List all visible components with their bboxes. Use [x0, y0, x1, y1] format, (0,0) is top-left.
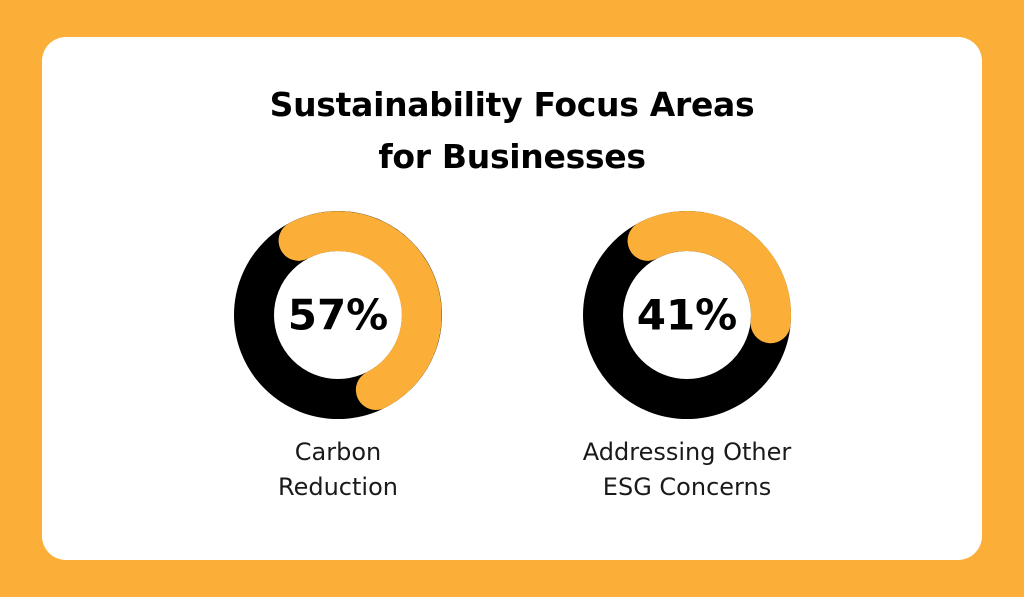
- chart-title: Sustainability Focus Areas for Businesse…: [42, 79, 982, 183]
- caption-carbon-reduction: Carbon Reduction: [188, 435, 488, 505]
- caption-line-2: Reduction: [278, 473, 398, 501]
- donut-chart-carbon-reduction: 57%: [234, 211, 442, 419]
- donut-chart-other-esg: 41%: [583, 211, 791, 419]
- caption-line-2: ESG Concerns: [602, 473, 772, 501]
- donut-charts: 57% 41%: [234, 211, 791, 419]
- caption-line-1: Carbon: [294, 438, 382, 466]
- donut-value-label: 41%: [637, 291, 738, 340]
- infographic-card: Sustainability Focus Areas for Businesse…: [42, 37, 982, 560]
- donut-arc-value: [278, 211, 442, 410]
- donut-arc-value: [627, 211, 791, 344]
- caption-line-1: Addressing Other: [582, 438, 792, 466]
- chart-title-line-1: Sustainability Focus Areas: [269, 85, 755, 124]
- chart-title-line-2: for Businesses: [378, 137, 646, 176]
- donut-value-label: 57%: [288, 291, 389, 340]
- caption-other-esg: Addressing Other ESG Concerns: [537, 435, 837, 505]
